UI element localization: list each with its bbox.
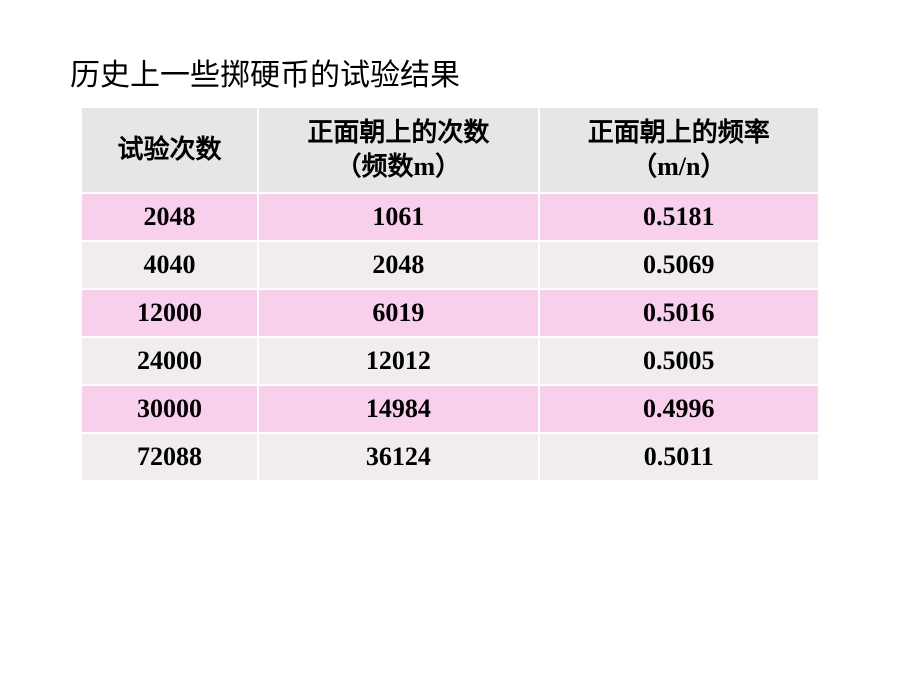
- header-heads-count: 正面朝上的次数 （频数m）: [258, 107, 538, 193]
- header-trials: 试验次数: [81, 107, 258, 193]
- table-row: 4040 2048 0.5069: [81, 241, 819, 289]
- cell-heads: 1061: [258, 193, 538, 241]
- cell-freq: 0.5069: [539, 241, 819, 289]
- cell-freq: 0.4996: [539, 385, 819, 433]
- slide-title: 历史上一些掷硬币的试验结果: [70, 50, 860, 94]
- cell-freq: 0.5005: [539, 337, 819, 385]
- table-row: 72088 36124 0.5011: [81, 433, 819, 481]
- cell-trials: 24000: [81, 337, 258, 385]
- cell-trials: 72088: [81, 433, 258, 481]
- table-row: 30000 14984 0.4996: [81, 385, 819, 433]
- header-frequency: 正面朝上的频率 （m/n）: [539, 107, 819, 193]
- cell-heads: 12012: [258, 337, 538, 385]
- header-freq-line2: （m/n）: [631, 152, 726, 181]
- coin-flip-table: 试验次数 正面朝上的次数 （频数m） 正面朝上的频率 （m/n） 2048 10…: [80, 106, 820, 482]
- cell-heads: 36124: [258, 433, 538, 481]
- cell-trials: 12000: [81, 289, 258, 337]
- cell-freq: 0.5011: [539, 433, 819, 481]
- cell-trials: 2048: [81, 193, 258, 241]
- cell-heads: 2048: [258, 241, 538, 289]
- cell-freq: 0.5016: [539, 289, 819, 337]
- header-heads-line1: 正面朝上的次数: [307, 118, 489, 147]
- cell-trials: 4040: [81, 241, 258, 289]
- table-header-row: 试验次数 正面朝上的次数 （频数m） 正面朝上的频率 （m/n）: [81, 107, 819, 193]
- table-row: 2048 1061 0.5181: [81, 193, 819, 241]
- cell-trials: 30000: [81, 385, 258, 433]
- cell-freq: 0.5181: [539, 193, 819, 241]
- header-freq-line1: 正面朝上的频率: [588, 118, 770, 147]
- table-row: 12000 6019 0.5016: [81, 289, 819, 337]
- cell-heads: 6019: [258, 289, 538, 337]
- cell-heads: 14984: [258, 385, 538, 433]
- table-row: 24000 12012 0.5005: [81, 337, 819, 385]
- header-heads-line2: （频数m）: [335, 152, 461, 181]
